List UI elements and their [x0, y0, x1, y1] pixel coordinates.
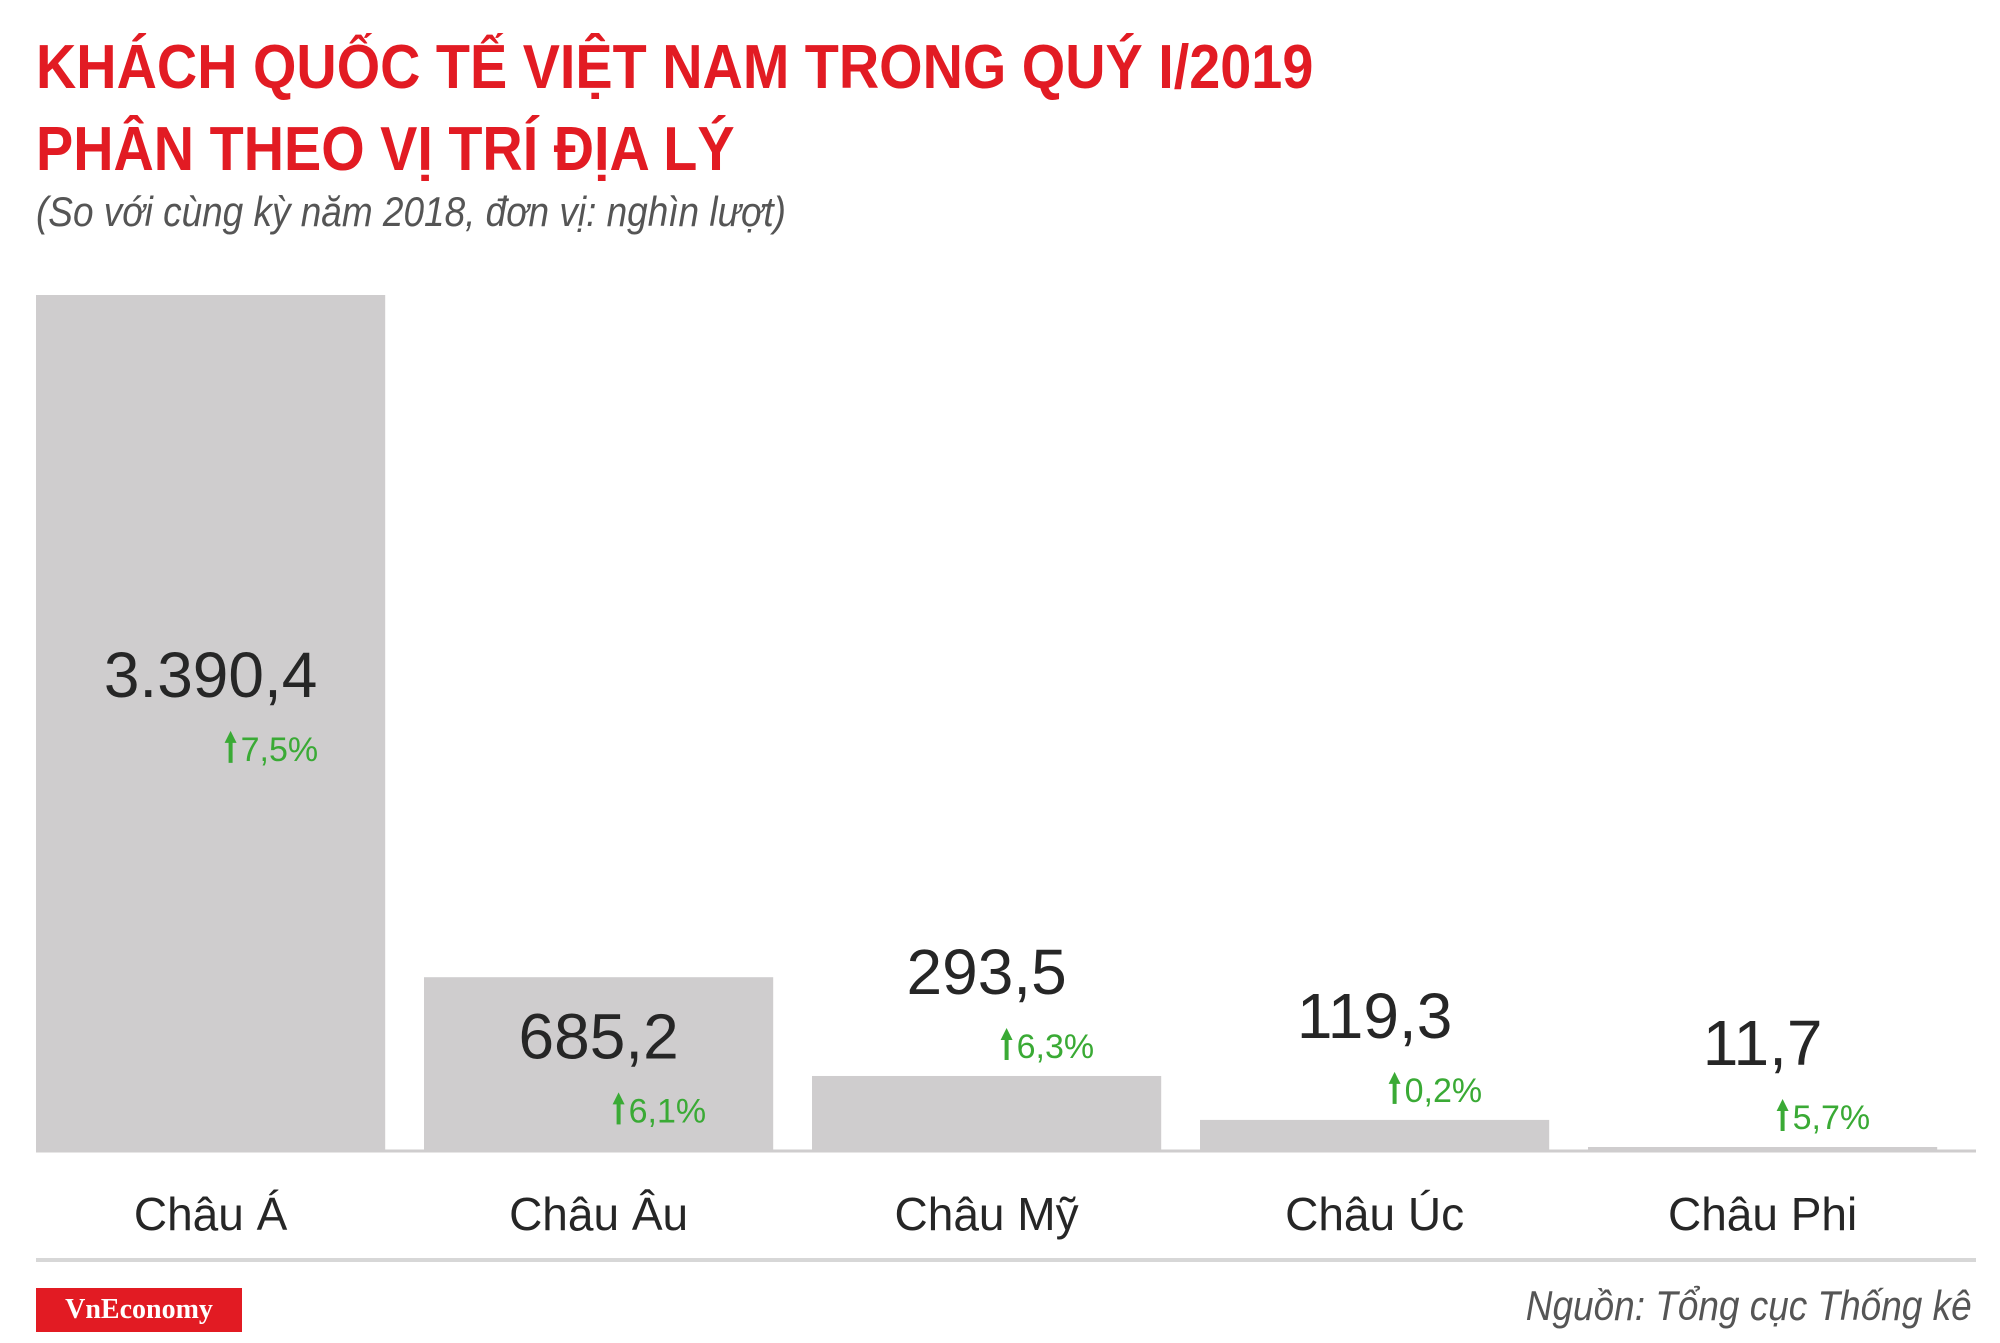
value-label-3: 293,5	[907, 936, 1067, 1008]
change-label-1: 7,5%	[241, 731, 319, 769]
category-label-5: Châu Phi	[1668, 1188, 1857, 1240]
change-label-5: 5,7%	[1793, 1099, 1871, 1137]
arrow-up-icon	[1000, 1027, 1013, 1060]
value-label-4: 119,3	[1297, 980, 1452, 1052]
arrow-up-icon	[1388, 1071, 1401, 1104]
bars-group	[36, 295, 1938, 1150]
bar-1	[36, 295, 386, 1150]
bar-3	[812, 1075, 1162, 1150]
value-label-2: 685,2	[519, 1000, 679, 1072]
footer-divider	[36, 1258, 1976, 1262]
category-label-4: Châu Úc	[1285, 1188, 1464, 1240]
labels-group: 3.390,4 7,5% Châu Á 685,2 6,1% Châu Âu 293,5 6,…	[104, 639, 1870, 1240]
arrow-up-icon	[612, 1092, 625, 1125]
category-label-3: Châu Mỹ	[895, 1188, 1079, 1240]
arrow-up-icon	[1776, 1099, 1789, 1131]
bar-4	[1200, 1119, 1550, 1150]
bar-2	[424, 977, 774, 1150]
vneconomy-logo: VnEconomy	[36, 1288, 242, 1332]
change-label-2: 6,1%	[629, 1092, 707, 1130]
arrow-up-icon	[224, 730, 237, 763]
value-label-1: 3.390,4	[104, 639, 318, 711]
value-label-5: 11,7	[1703, 1007, 1823, 1079]
bar-5	[1588, 1147, 1938, 1150]
chart-subtitle: (So với cùng kỳ năm 2018, đơn vị: nghìn …	[36, 188, 786, 235]
category-label-2: Châu Âu	[509, 1188, 688, 1240]
change-label-4: 0,2%	[1405, 1072, 1483, 1110]
change-label-3: 6,3%	[1017, 1028, 1095, 1066]
chart-title-line-1: KHÁCH QUỐC TẾ VIỆT NAM TRONG QUÝ I/2019	[36, 33, 1314, 102]
source-note: Nguồn: Tổng cục Thống kê	[1526, 1282, 1972, 1329]
chart-title-line-2: PHÂN THEO VỊ TRÍ ĐỊA LÝ	[36, 115, 735, 184]
category-label-1: Châu Á	[134, 1188, 288, 1240]
